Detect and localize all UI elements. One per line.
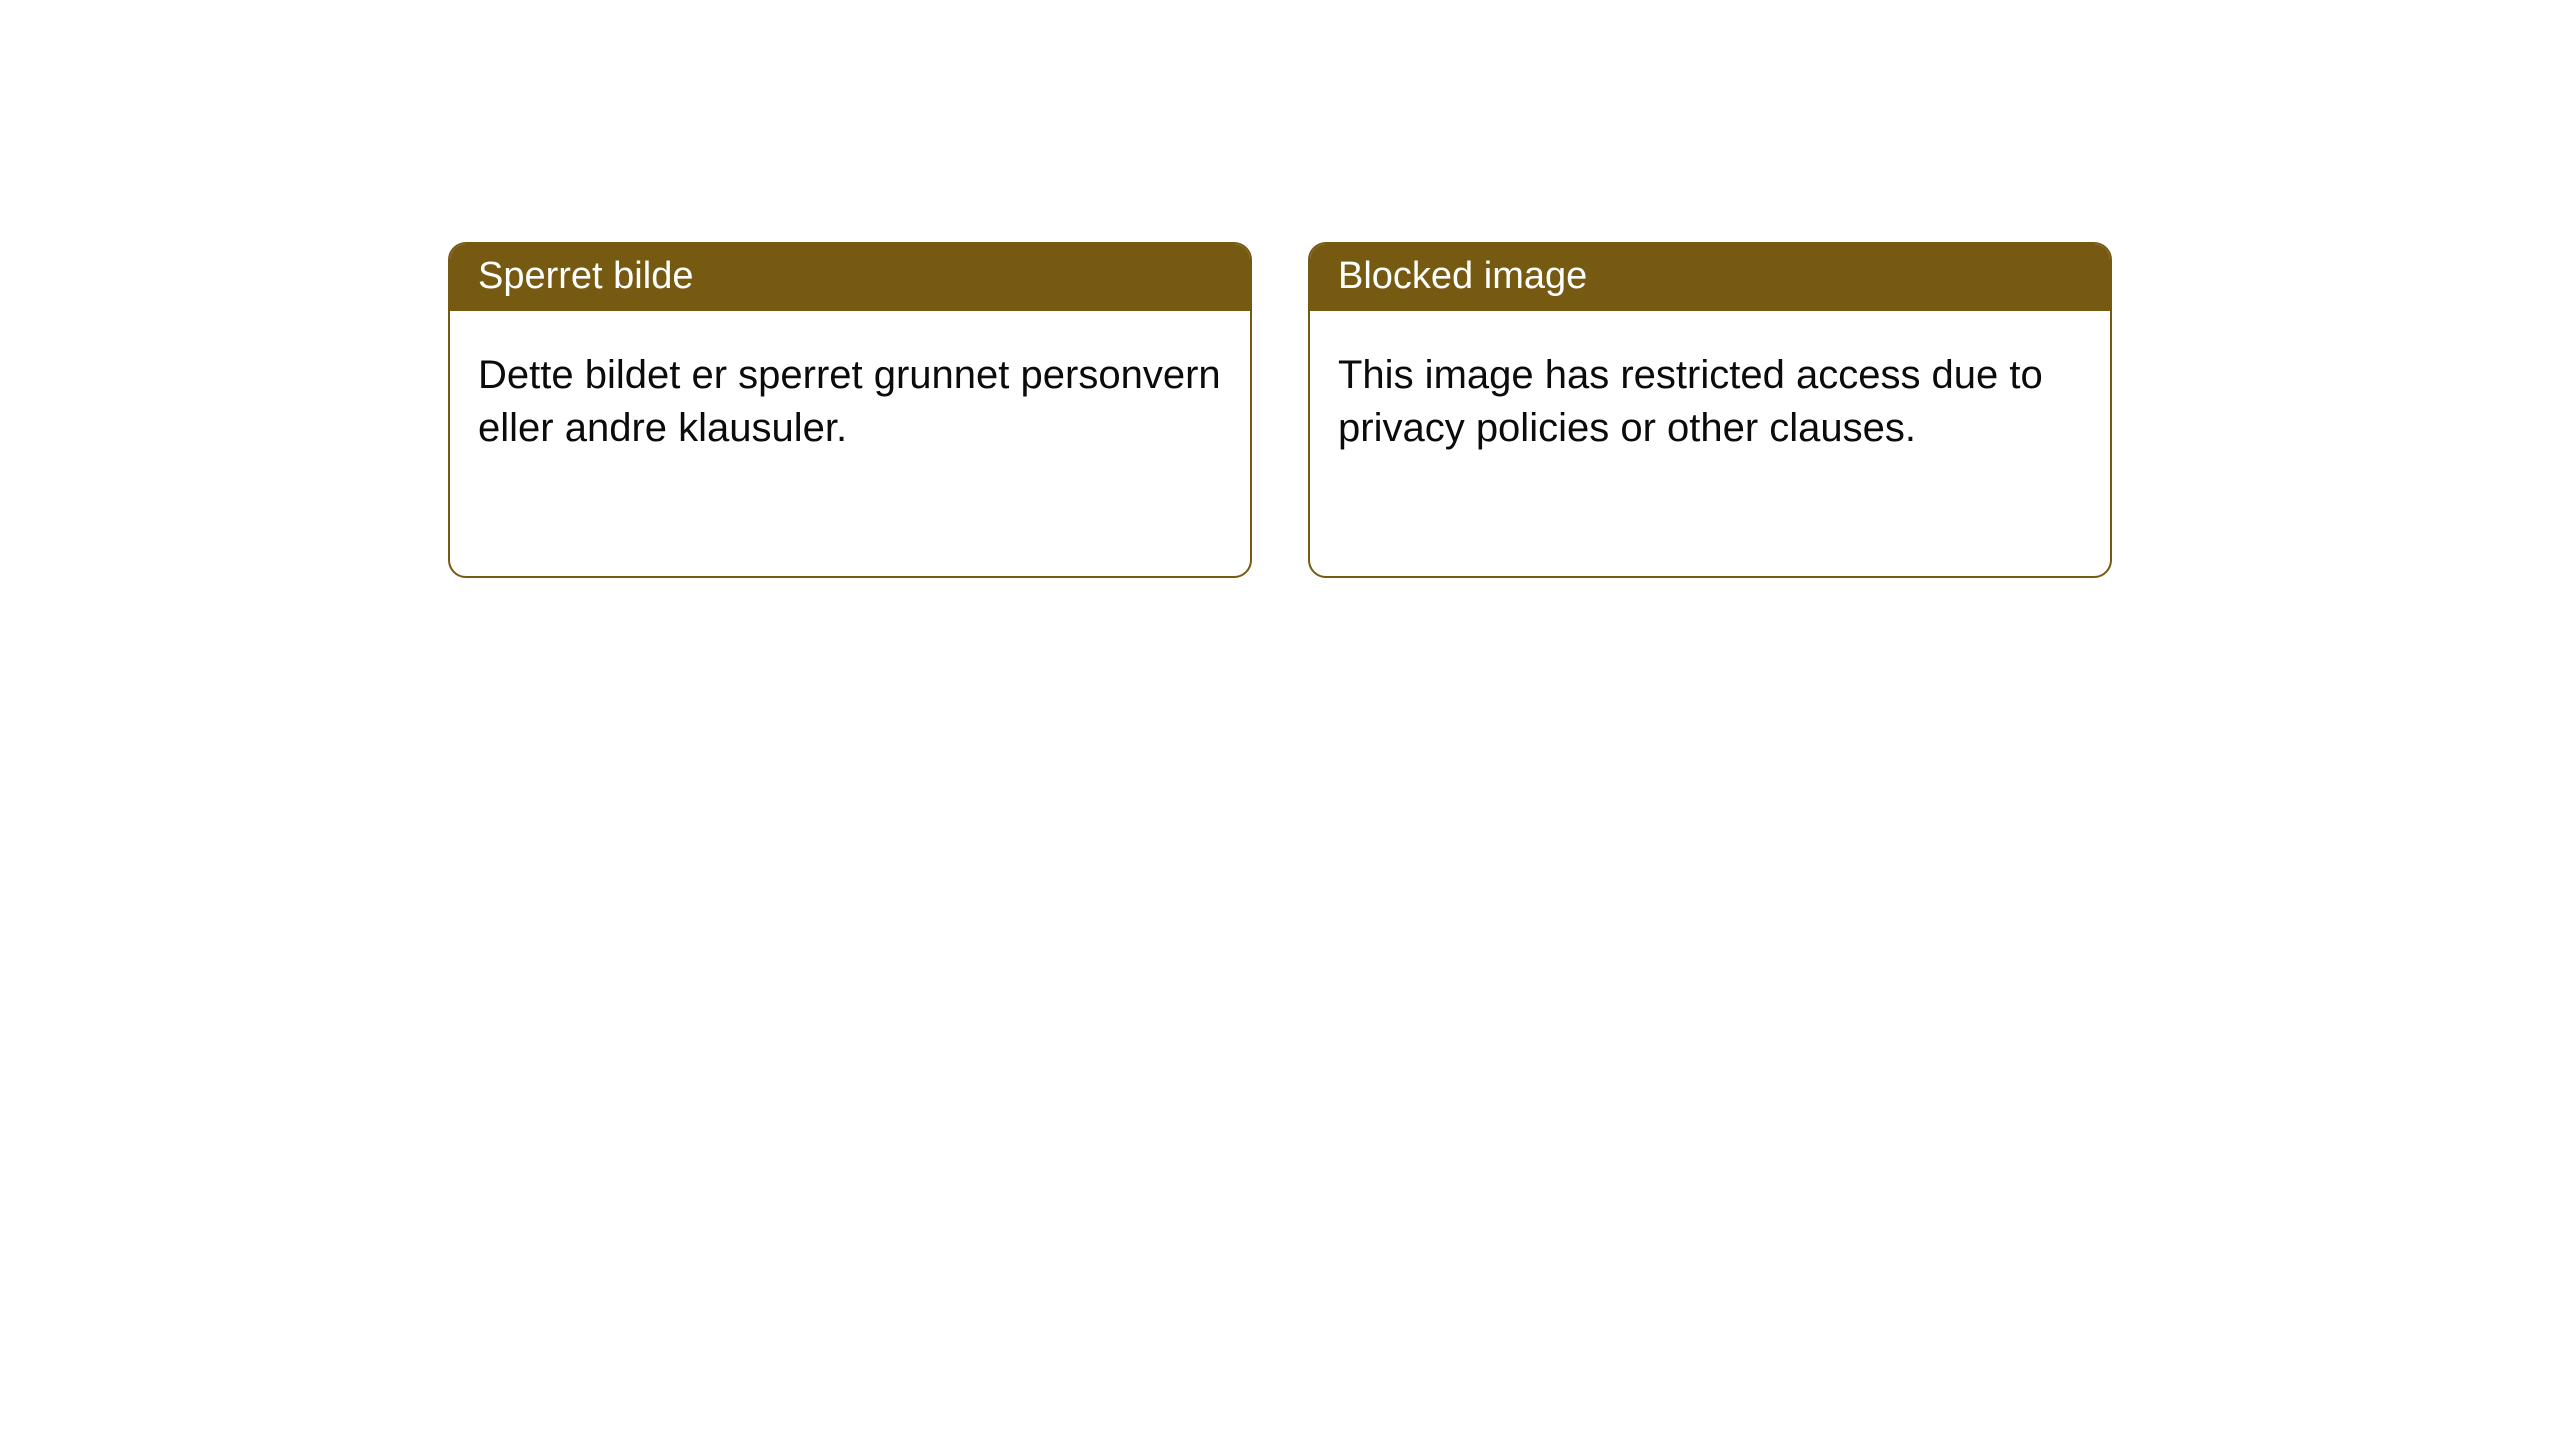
notice-card-body: Dette bildet er sperret grunnet personve… <box>450 311 1250 483</box>
notice-card-body: This image has restricted access due to … <box>1310 311 2110 483</box>
notice-card-norwegian: Sperret bilde Dette bildet er sperret gr… <box>448 242 1252 578</box>
notice-card-header: Blocked image <box>1310 244 2110 311</box>
notice-card-english: Blocked image This image has restricted … <box>1308 242 2112 578</box>
notice-card-header: Sperret bilde <box>450 244 1250 311</box>
notice-cards-container: Sperret bilde Dette bildet er sperret gr… <box>0 0 2560 578</box>
